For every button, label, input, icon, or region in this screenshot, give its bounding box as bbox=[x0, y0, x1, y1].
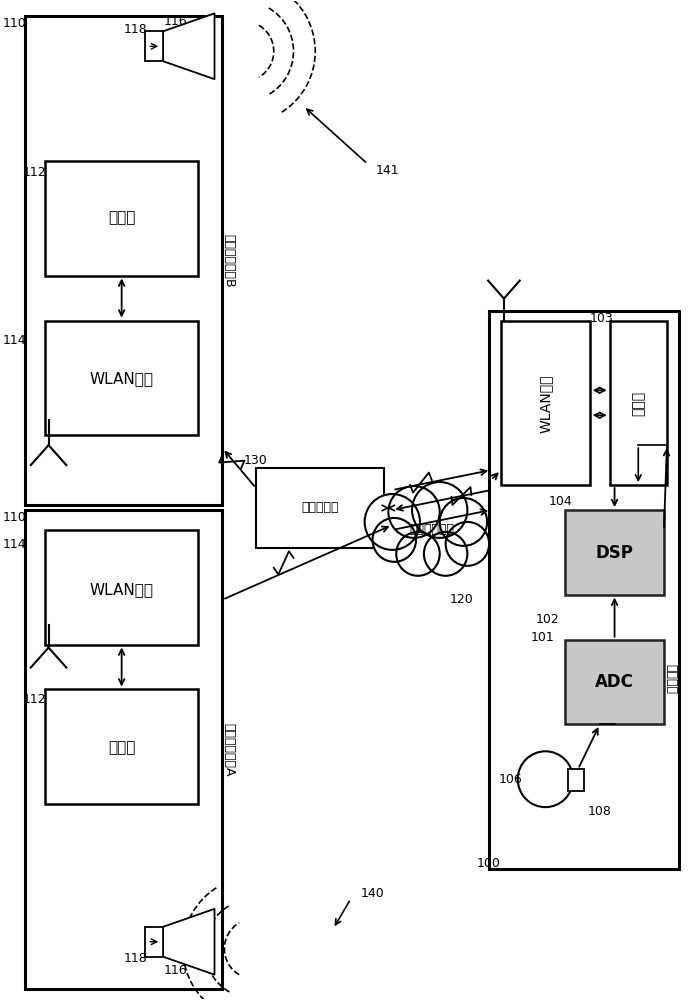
Bar bbox=[610, 320, 667, 485]
Bar bbox=[44, 320, 198, 435]
Text: 118: 118 bbox=[124, 952, 147, 965]
Text: 103: 103 bbox=[590, 312, 614, 325]
Text: 控制器: 控制器 bbox=[631, 391, 645, 416]
Bar bbox=[568, 769, 584, 791]
Text: 116: 116 bbox=[163, 15, 187, 28]
Text: 101: 101 bbox=[531, 631, 554, 644]
Bar bbox=[25, 510, 222, 989]
Text: 100: 100 bbox=[477, 857, 501, 870]
Text: 102: 102 bbox=[536, 613, 559, 626]
Text: 移动设备: 移动设备 bbox=[664, 664, 677, 694]
Text: 超声波发射器A: 超声波发射器A bbox=[223, 723, 236, 776]
Bar bbox=[565, 510, 664, 595]
Text: 后端控制器: 后端控制器 bbox=[302, 501, 339, 514]
Circle shape bbox=[372, 518, 416, 562]
Bar bbox=[25, 16, 222, 505]
Text: 110: 110 bbox=[3, 511, 27, 524]
Polygon shape bbox=[163, 13, 215, 79]
Bar bbox=[44, 161, 198, 276]
Circle shape bbox=[446, 522, 489, 566]
Text: 130: 130 bbox=[244, 454, 268, 467]
Bar bbox=[489, 311, 679, 869]
Text: 控制器: 控制器 bbox=[108, 740, 136, 755]
Circle shape bbox=[424, 532, 467, 576]
Text: 116: 116 bbox=[163, 964, 187, 977]
Text: WLAN接口: WLAN接口 bbox=[538, 374, 552, 433]
Bar bbox=[501, 320, 590, 485]
Text: ADC: ADC bbox=[595, 673, 634, 691]
Circle shape bbox=[518, 751, 573, 807]
Bar bbox=[145, 31, 163, 61]
Text: 141: 141 bbox=[376, 164, 399, 177]
Text: 110: 110 bbox=[3, 17, 27, 30]
Text: 114: 114 bbox=[3, 334, 27, 347]
Text: 112: 112 bbox=[23, 166, 46, 179]
Text: DSP: DSP bbox=[596, 544, 633, 562]
Text: 108: 108 bbox=[588, 805, 612, 818]
Circle shape bbox=[439, 498, 487, 546]
Text: 超声波发射器B: 超声波发射器B bbox=[223, 234, 236, 287]
Circle shape bbox=[365, 494, 420, 550]
Text: 无线通信网络: 无线通信网络 bbox=[409, 523, 455, 536]
Bar bbox=[145, 927, 163, 957]
Text: 控制器: 控制器 bbox=[108, 210, 136, 225]
Circle shape bbox=[388, 486, 439, 538]
Text: WLAN接口: WLAN接口 bbox=[90, 582, 154, 597]
Bar bbox=[44, 689, 198, 804]
Text: 140: 140 bbox=[361, 887, 385, 900]
Text: 120: 120 bbox=[450, 593, 473, 606]
Text: WLAN接口: WLAN接口 bbox=[90, 371, 154, 386]
Bar bbox=[565, 640, 664, 724]
Circle shape bbox=[397, 532, 439, 576]
Text: 114: 114 bbox=[3, 538, 27, 551]
Text: 118: 118 bbox=[124, 23, 147, 36]
Text: 112: 112 bbox=[23, 693, 46, 706]
Bar bbox=[44, 530, 198, 645]
Text: 104: 104 bbox=[548, 495, 572, 508]
Polygon shape bbox=[163, 909, 215, 975]
Circle shape bbox=[412, 482, 467, 538]
Text: 106: 106 bbox=[499, 773, 522, 786]
Bar bbox=[256, 468, 384, 548]
